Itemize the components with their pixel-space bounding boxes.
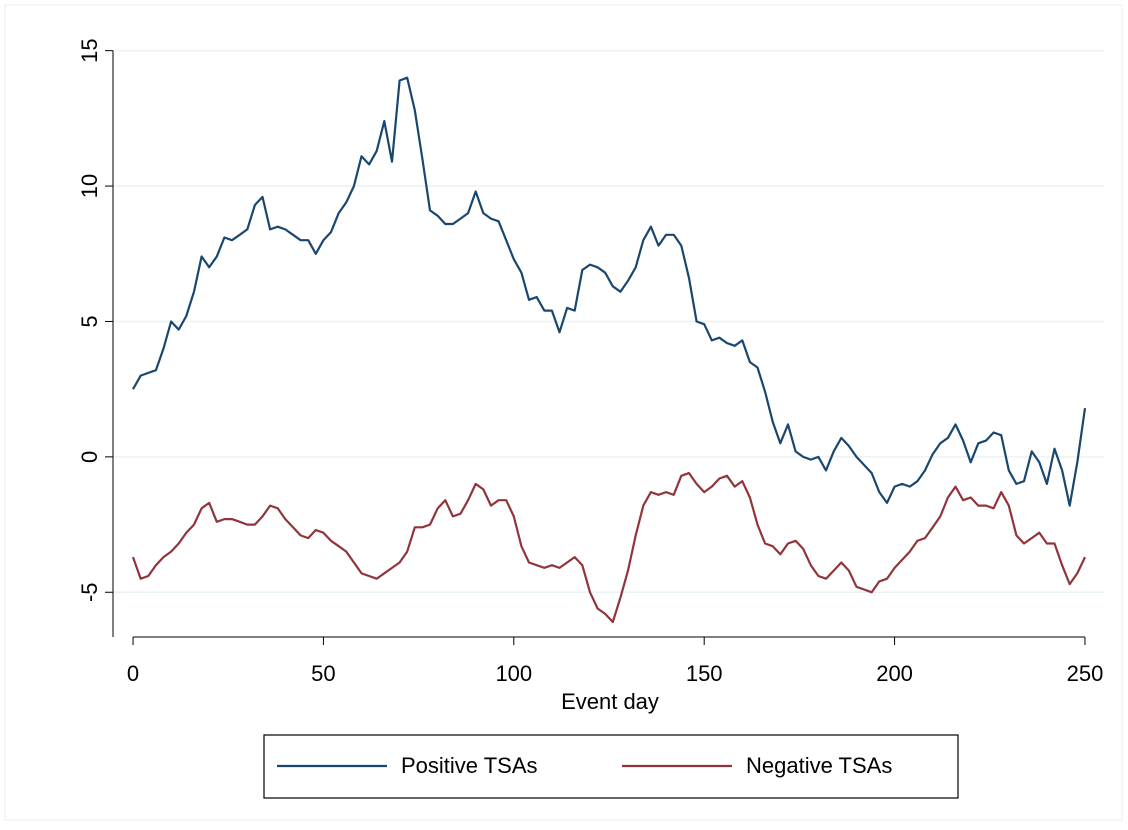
x-tick-label: 200 — [876, 661, 913, 686]
line-series — [131, 472, 1086, 624]
x-axis-label: Event day — [561, 689, 659, 714]
x-tick-label: 150 — [686, 661, 723, 686]
y-tick-label: 5 — [77, 315, 102, 327]
y-tick-label: 0 — [77, 451, 102, 463]
frame — [4, 4, 1123, 821]
y-tick-label: 15 — [77, 38, 102, 62]
x-tick-label: 0 — [127, 661, 139, 686]
x-tick-label: 250 — [1067, 661, 1104, 686]
line-series — [132, 76, 1087, 507]
x-tick-label: 100 — [495, 661, 532, 686]
legend-label: Negative TSAs — [746, 753, 892, 778]
y-tick-label: 10 — [77, 174, 102, 198]
legend-label: Positive TSAs — [401, 753, 538, 778]
x-tick-label: 50 — [311, 661, 335, 686]
y-tick-label: -5 — [77, 582, 102, 602]
